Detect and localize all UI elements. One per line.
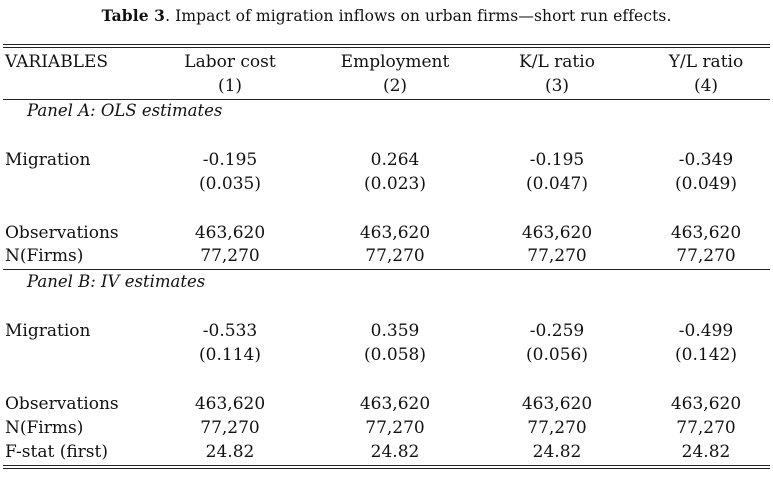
- panel-b-coef-1: -0.533: [202, 321, 258, 341]
- panel-b-fstat-label: F-stat (first): [5, 442, 108, 462]
- caption-label: Table 3: [101, 6, 166, 25]
- panel-b-firms-label: N(Firms): [5, 418, 84, 438]
- panel-a-migration-label: Migration: [5, 150, 91, 170]
- top-rule: [3, 44, 770, 45]
- panel-a-obs-2: 463,620: [359, 223, 431, 243]
- panel-b-obs-4: 463,620: [670, 394, 742, 414]
- panel-a-title: Panel A: OLS estimates: [27, 101, 223, 120]
- panel-a-firms-1: 77,270: [200, 246, 260, 266]
- panel-b-firms-2: 77,270: [365, 418, 425, 438]
- panel-a-coef-4: -0.349: [678, 150, 734, 170]
- panel-a-se-4: (0.049): [675, 174, 737, 194]
- panel-a-firms-2: 77,270: [365, 246, 425, 266]
- panel-b-se-1: (0.114): [199, 345, 261, 365]
- panel-a-obs-3: 463,620: [521, 223, 593, 243]
- col-3-number: (3): [544, 76, 570, 96]
- panel-b-fstat-1: 24.82: [205, 442, 255, 462]
- panel-a-coef-1: -0.195: [202, 150, 258, 170]
- col-1-number: (1): [217, 76, 243, 96]
- panel-b-obs-label: Observations: [5, 394, 119, 414]
- panel-b-fstat-3: 24.82: [532, 442, 582, 462]
- top-rule-double: [3, 47, 770, 48]
- panel-a-firms-4: 77,270: [676, 246, 736, 266]
- panel-a-se-2: (0.023): [364, 174, 426, 194]
- panel-b-firms-4: 77,270: [676, 418, 736, 438]
- panel-a-obs-4: 463,620: [670, 223, 742, 243]
- panel-b-coef-3: -0.259: [529, 321, 585, 341]
- panel-a-coef-3: -0.195: [529, 150, 585, 170]
- panel-b-title: Panel B: IV estimates: [27, 272, 206, 291]
- panel-b-migration-label: Migration: [5, 321, 91, 341]
- header-rule: [3, 99, 770, 100]
- table-caption: Table 3. Impact of migration inflows on …: [0, 6, 773, 25]
- panel-a-rule: [3, 269, 770, 270]
- col-2-number: (2): [382, 76, 408, 96]
- col-4-header: Y/L ratio: [668, 52, 744, 72]
- panel-a-obs-1: 463,620: [194, 223, 266, 243]
- panel-b-se-2: (0.058): [364, 345, 426, 365]
- panel-a-se-3: (0.047): [526, 174, 588, 194]
- bottom-rule-double: [3, 468, 770, 469]
- panel-a-se-1: (0.035): [199, 174, 261, 194]
- panel-b-obs-2: 463,620: [359, 394, 431, 414]
- panel-b-obs-3: 463,620: [521, 394, 593, 414]
- panel-b-coef-2: 0.359: [370, 321, 420, 341]
- panel-b-obs-1: 463,620: [194, 394, 266, 414]
- col-2-header: Employment: [340, 52, 450, 72]
- panel-b-coef-4: -0.499: [678, 321, 734, 341]
- panel-a-coef-2: 0.264: [370, 150, 420, 170]
- panel-a-obs-label: Observations: [5, 223, 119, 243]
- panel-a-firms-3: 77,270: [527, 246, 587, 266]
- panel-b-firms-1: 77,270: [200, 418, 260, 438]
- panel-b-se-3: (0.056): [526, 345, 588, 365]
- bottom-rule: [3, 465, 770, 466]
- panel-a-firms-label: N(Firms): [5, 246, 84, 266]
- col-1-header: Labor cost: [184, 52, 276, 72]
- panel-b-se-4: (0.142): [675, 345, 737, 365]
- panel-b-firms-3: 77,270: [527, 418, 587, 438]
- col-4-number: (4): [693, 76, 719, 96]
- variables-header: VARIABLES: [5, 52, 109, 72]
- panel-b-fstat-4: 24.82: [681, 442, 731, 462]
- panel-b-fstat-2: 24.82: [370, 442, 420, 462]
- col-3-header: K/L ratio: [519, 52, 595, 72]
- caption-text: . Impact of migration inflows on urban f…: [165, 7, 672, 25]
